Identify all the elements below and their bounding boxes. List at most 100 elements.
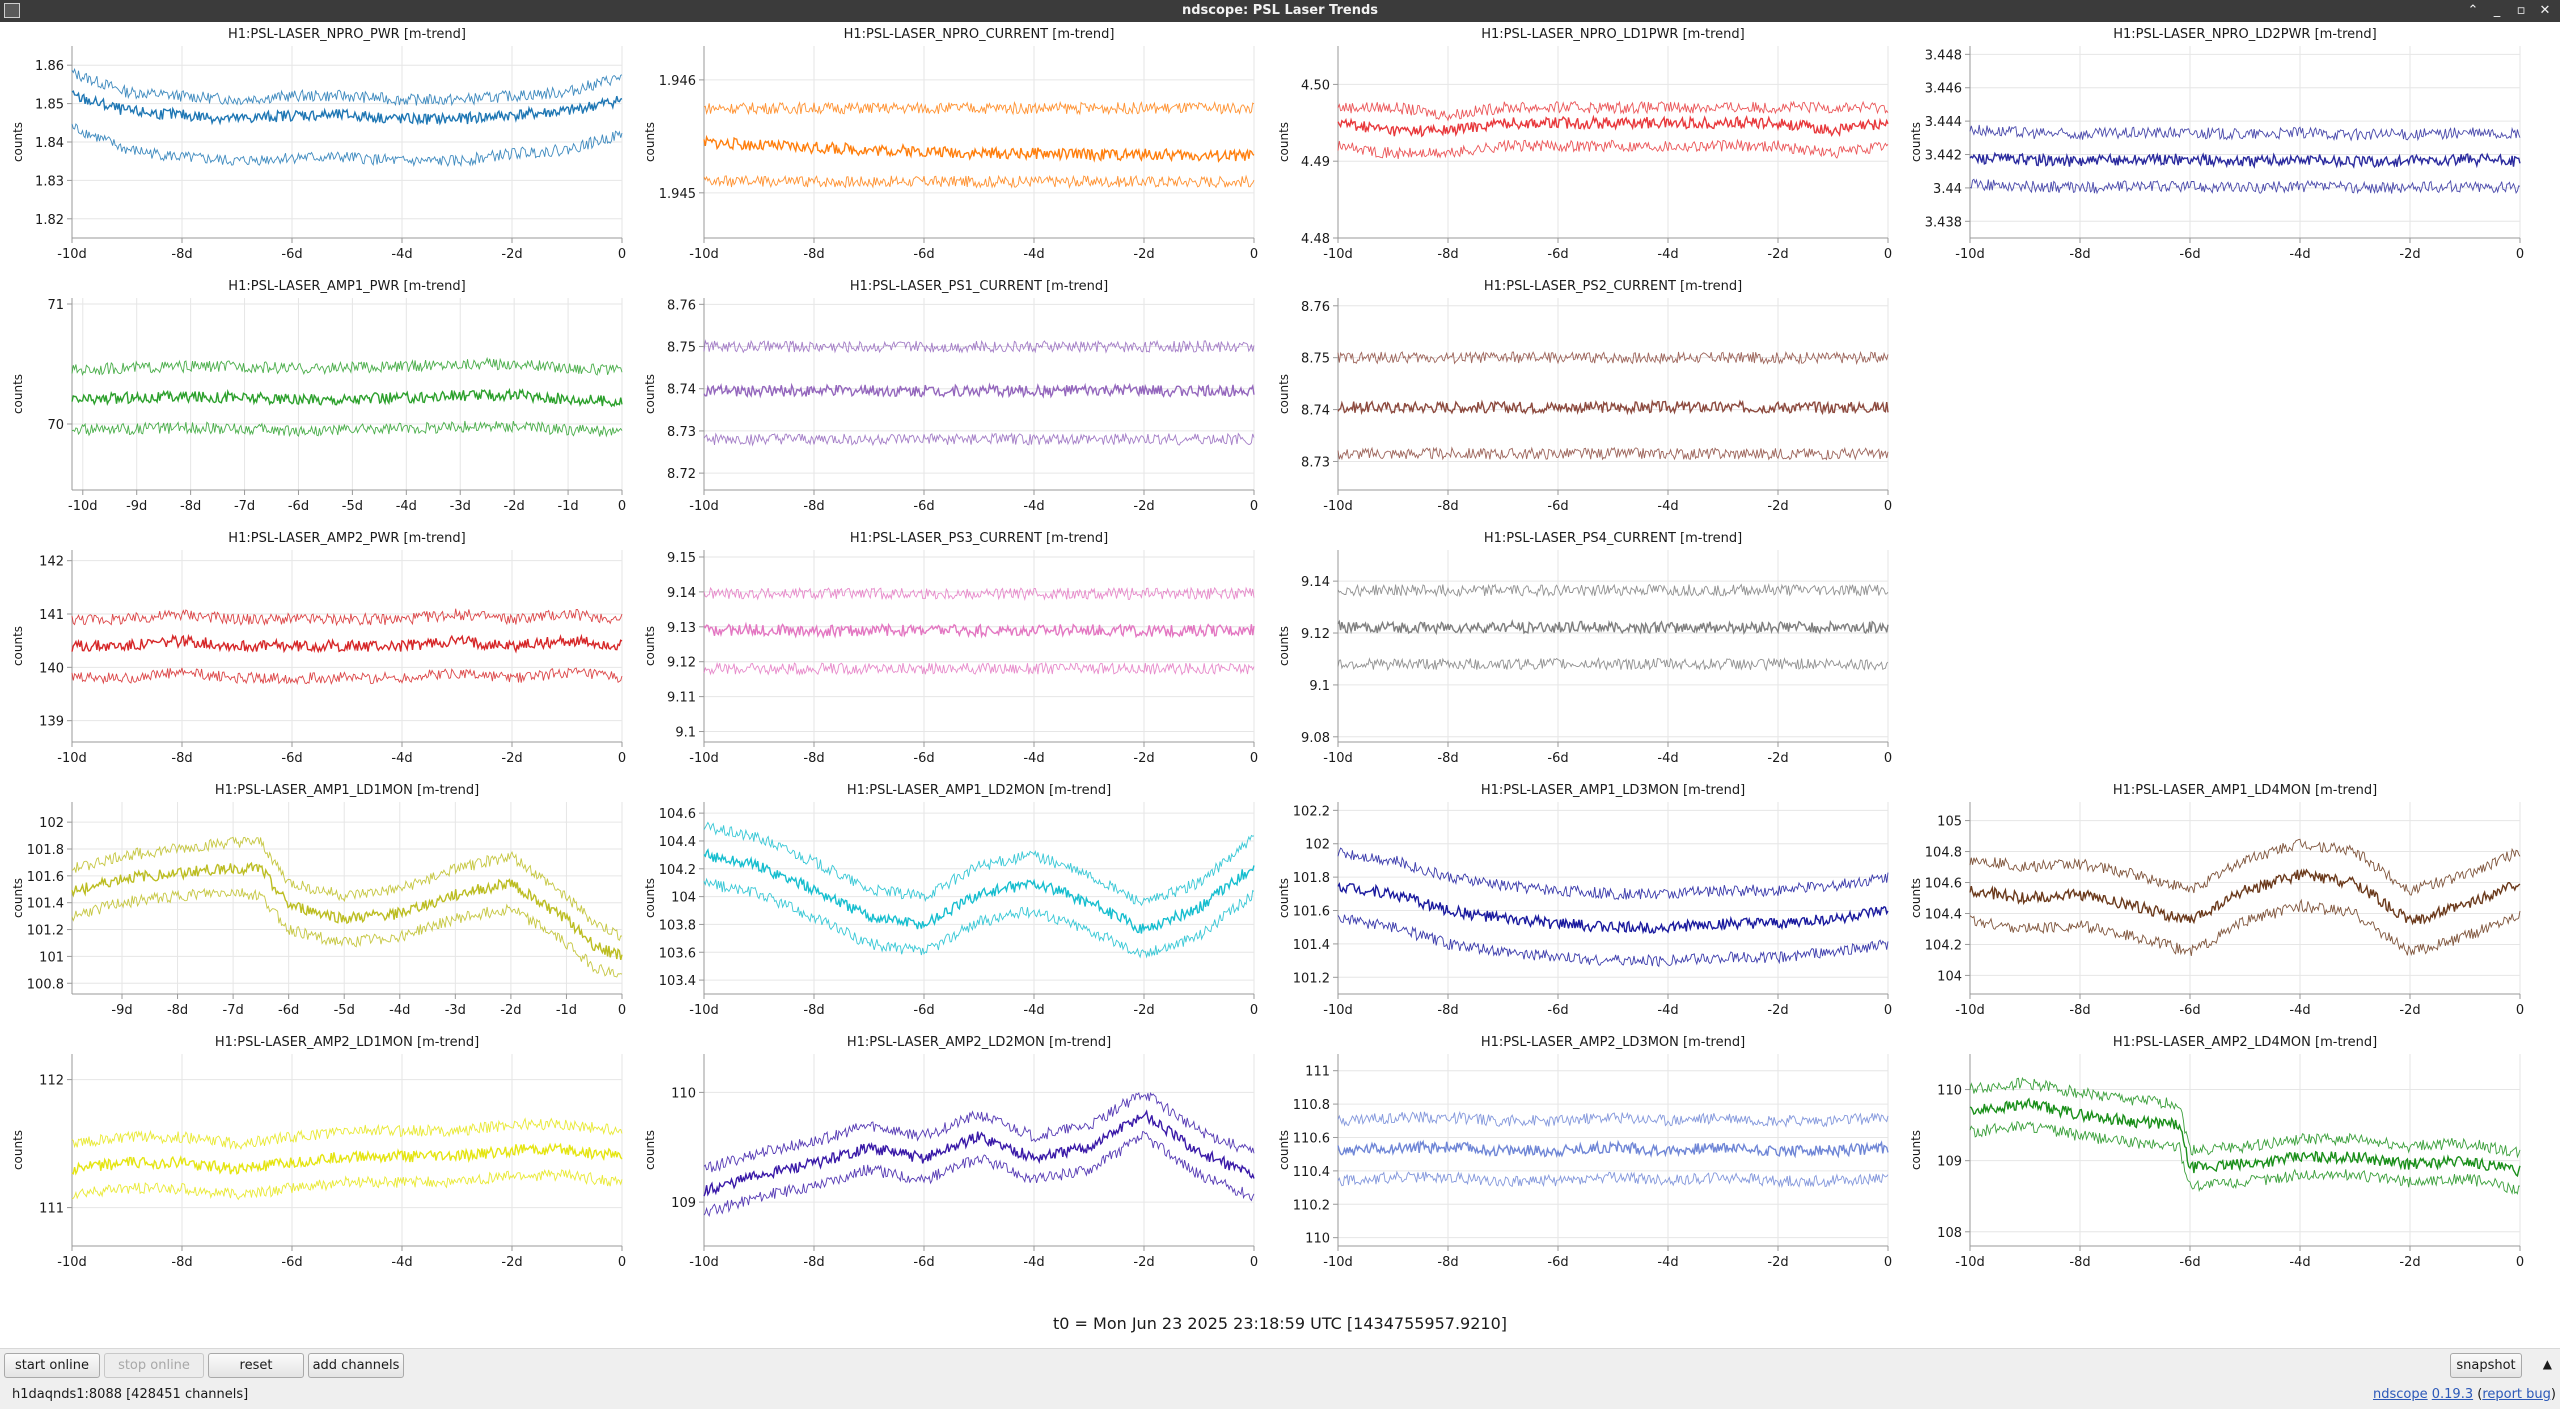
plot-svg: H1:PSL-LASER_PS4_CURRENT [m-trend] 9.08 9.… — [1277, 531, 1892, 766]
x-tick-label: 0 — [618, 1255, 626, 1270]
close-icon[interactable]: ✕ — [2539, 3, 2551, 18]
version-link[interactable]: 0.19.3 — [2431, 1387, 2474, 1402]
plot-panel[interactable]: H1:PSL-LASER_AMP1_LD2MON [m-trend] 103.4 1… — [632, 778, 1264, 1028]
plot-svg: H1:PSL-LASER_AMP1_LD4MON [m-trend] 104 104… — [1909, 783, 2524, 1018]
series-line — [703, 821, 1255, 907]
app-name-link[interactable]: ndscope — [2372, 1387, 2428, 1402]
app-menu-icon[interactable] — [4, 3, 20, 18]
y-tick-label: 104.6 — [659, 807, 696, 822]
plot-panel[interactable]: H1:PSL-LASER_PS3_CURRENT [m-trend] 9.1 9.1… — [632, 526, 1264, 776]
series-line — [71, 123, 623, 168]
y-tick-label: 102.2 — [1293, 804, 1330, 819]
plot-panel[interactable]: H1:PSL-LASER_NPRO_CURRENT [m-trend] 1.945… — [632, 22, 1264, 272]
y-tick-label: 101.8 — [1293, 871, 1330, 886]
plot-title: H1:PSL-LASER_AMP2_PWR [m-trend] — [228, 531, 465, 546]
x-tick-label: 0 — [2516, 1003, 2524, 1018]
plot-panel[interactable]: H1:PSL-LASER_PS1_CURRENT [m-trend] 8.72 8.… — [632, 274, 1264, 524]
plot-title: H1:PSL-LASER_AMP1_LD3MON [m-trend] — [1481, 783, 1745, 798]
series-line — [71, 608, 623, 627]
series-line — [1969, 151, 2521, 169]
t0-label: t0 = Mon Jun 23 2025 23:18:59 UTC [14347… — [1052, 1314, 1508, 1333]
x-tick-label: -2d — [1133, 247, 1154, 262]
x-tick-label: -4d — [1023, 247, 1044, 262]
x-tick-label: 0 — [1250, 247, 1258, 262]
keep-above-icon[interactable]: ⌃ — [2467, 3, 2479, 18]
y-tick-label: 3.438 — [1925, 215, 1962, 230]
plot-panel[interactable]: H1:PSL-LASER_AMP1_LD1MON [m-trend] 100.8 1… — [0, 778, 632, 1028]
x-tick-label: -8d — [1437, 1003, 1458, 1018]
plot-panel[interactable]: H1:PSL-LASER_AMP1_LD3MON [m-trend] 101.2 1… — [1266, 778, 1898, 1028]
minimize-icon[interactable]: _ — [2493, 3, 2501, 18]
plot-panel[interactable]: H1:PSL-LASER_AMP2_LD1MON [m-trend] 111 112… — [0, 1030, 632, 1280]
series-line — [1337, 1139, 1889, 1159]
y-tick-label: 104.4 — [659, 835, 696, 850]
plot-title: H1:PSL-LASER_NPRO_LD1PWR [m-trend] — [1481, 27, 1745, 42]
plot-panel[interactable]: H1:PSL-LASER_NPRO_PWR [m-trend] 1.82 1.83 1… — [0, 22, 632, 272]
y-tick-label: 9.1 — [1309, 679, 1330, 694]
x-tick-label: -2d — [1767, 1255, 1788, 1270]
y-tick-label: 8.75 — [667, 341, 696, 356]
plot-svg: H1:PSL-LASER_AMP2_LD1MON [m-trend] 111 112… — [11, 1035, 626, 1270]
window-title: ndscope: PSL Laser Trends — [1182, 3, 1378, 18]
x-tick-label: -10d — [1323, 751, 1353, 766]
plot-panel[interactable]: H1:PSL-LASER_PS2_CURRENT [m-trend] 8.73 8.… — [1266, 274, 1898, 524]
plot-panel[interactable]: H1:PSL-LASER_AMP2_LD2MON [m-trend] 109 110… — [632, 1030, 1264, 1280]
plot-svg: H1:PSL-LASER_AMP1_LD1MON [m-trend] 100.8 1… — [11, 783, 626, 1018]
y-tick-label: 101.8 — [27, 843, 64, 858]
y-tick-label: 101.2 — [27, 924, 64, 939]
plot-svg: H1:PSL-LASER_NPRO_PWR [m-trend] 1.82 1.83 1… — [11, 27, 626, 262]
series-line — [1969, 178, 2521, 195]
plot-panel[interactable]: H1:PSL-LASER_AMP2_LD3MON [m-trend] 110 110… — [1266, 1030, 1898, 1280]
x-tick-label: -6d — [2179, 247, 2200, 262]
x-tick-label: -8d — [2069, 1255, 2090, 1270]
y-tick-label: 110.8 — [1293, 1098, 1330, 1113]
x-tick-label: -4d — [1023, 1003, 1044, 1018]
maximize-icon[interactable]: ▫ — [2516, 3, 2526, 18]
report-bug-link[interactable]: report bug — [2482, 1387, 2551, 1402]
series-line — [703, 339, 1255, 354]
reset-button[interactable]: reset — [208, 1353, 304, 1378]
series-line — [1337, 1170, 1889, 1189]
plot-panel[interactable]: H1:PSL-LASER_AMP2_PWR [m-trend] 139 140 141… — [0, 526, 632, 776]
x-tick-label: -6d — [913, 1255, 934, 1270]
add-channels-button[interactable]: add channels — [308, 1353, 404, 1378]
x-tick-label: -4d — [2289, 247, 2310, 262]
plot-panel[interactable]: H1:PSL-LASER_NPRO_LD2PWR [m-trend] 3.438 3… — [1898, 22, 2530, 272]
y-tick-label: 110 — [1305, 1232, 1330, 1247]
x-tick-label: -6d — [281, 247, 302, 262]
x-tick-label: -10d — [1323, 247, 1353, 262]
y-tick-label: 110 — [1937, 1084, 1962, 1099]
plot-panel[interactable]: H1:PSL-LASER_AMP2_LD4MON [m-trend] 108 109… — [1898, 1030, 2530, 1280]
series-line — [1337, 1110, 1889, 1128]
y-tick-label: 70 — [47, 418, 64, 433]
y-tick-label: 101.6 — [1293, 905, 1330, 920]
snapshot-button[interactable]: snapshot — [2450, 1353, 2522, 1378]
x-tick-label: -6d — [1547, 499, 1568, 514]
x-tick-label: -10d — [689, 499, 719, 514]
expand-panel-icon[interactable]: ▲ — [2542, 1357, 2552, 1371]
y-tick-label: 100.8 — [27, 977, 64, 992]
x-tick-label: -6d — [281, 751, 302, 766]
y-tick-label: 9.08 — [1301, 731, 1330, 746]
plot-panel[interactable]: H1:PSL-LASER_NPRO_LD1PWR [m-trend] 4.48 4.… — [1266, 22, 1898, 272]
y-tick-label: 139 — [39, 715, 64, 730]
x-tick-label: -4d — [1657, 1003, 1678, 1018]
series-line — [703, 661, 1255, 676]
stop-online-button[interactable]: stop online — [104, 1353, 204, 1378]
plot-panel[interactable]: H1:PSL-LASER_PS4_CURRENT [m-trend] 9.08 9.… — [1266, 526, 1898, 776]
series-line — [703, 1109, 1255, 1197]
x-tick-label: -2d — [1133, 751, 1154, 766]
series-line — [1337, 138, 1889, 159]
y-tick-label: 8.72 — [667, 467, 696, 482]
x-tick-label: -8d — [2069, 1003, 2090, 1018]
x-tick-label: -8d — [171, 751, 192, 766]
series-line — [1969, 1097, 2521, 1178]
x-tick-label: -6d — [1547, 1003, 1568, 1018]
y-tick-label: 8.76 — [1301, 300, 1330, 315]
x-tick-label: -6d — [1547, 751, 1568, 766]
plot-panel[interactable]: H1:PSL-LASER_AMP1_LD4MON [m-trend] 104 104… — [1898, 778, 2530, 1028]
plot-panel[interactable]: H1:PSL-LASER_AMP1_PWR [m-trend] 70 71 -10d -… — [0, 274, 632, 524]
start-online-button[interactable]: start online — [4, 1353, 100, 1378]
y-tick-label: 3.444 — [1925, 115, 1962, 130]
x-tick-label: -4d — [389, 1003, 410, 1018]
